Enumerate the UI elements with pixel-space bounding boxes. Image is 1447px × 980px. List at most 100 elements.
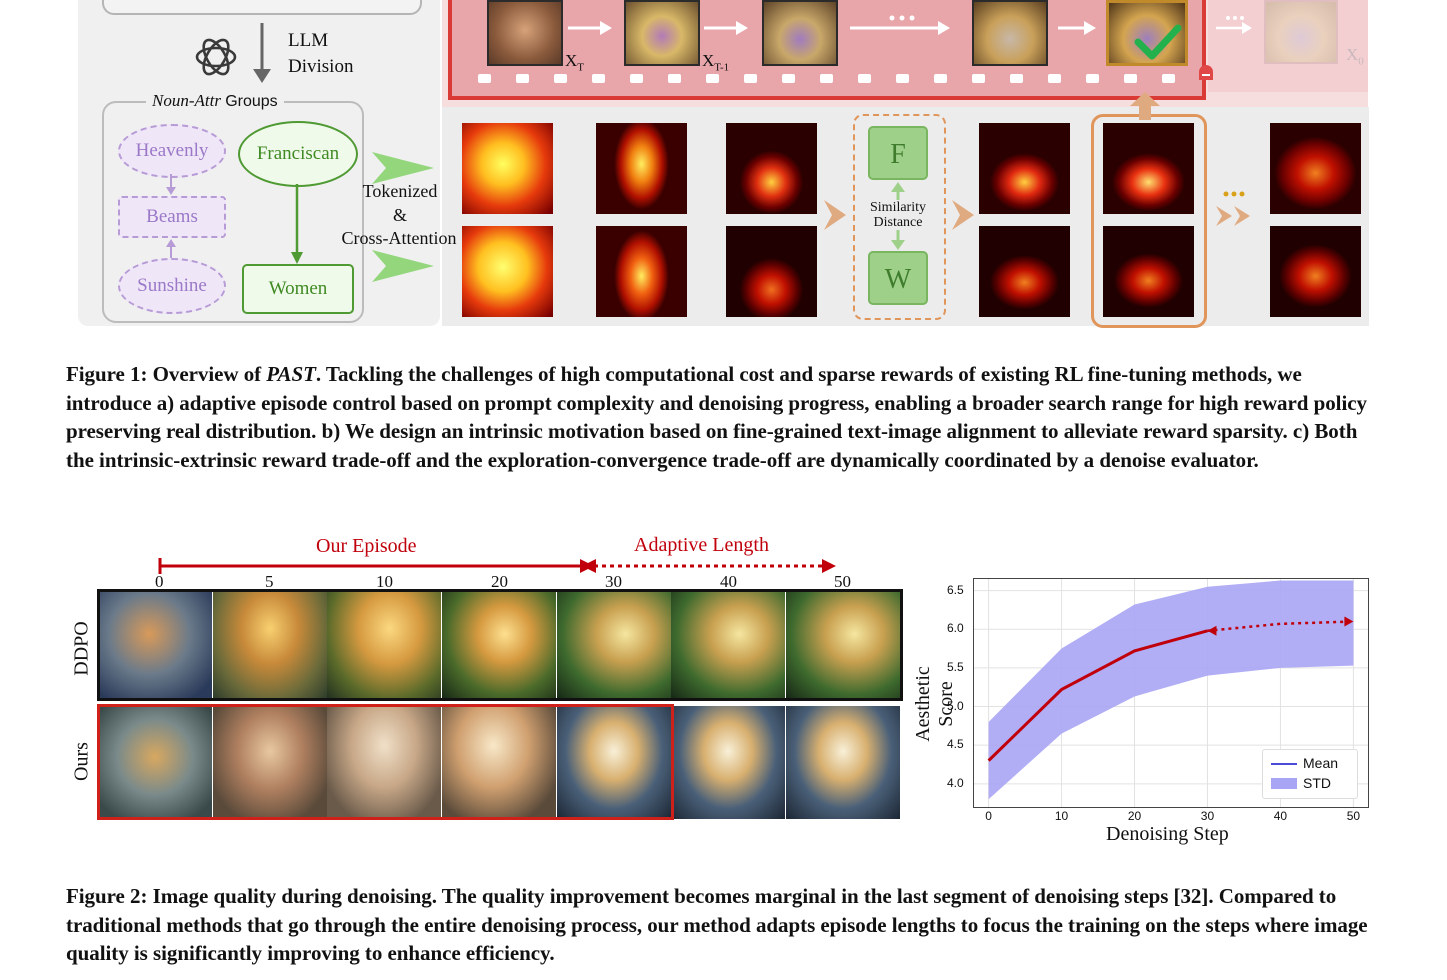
ours-step-10 — [327, 706, 441, 819]
ours-step-20 — [442, 706, 556, 819]
legend-std-label: STD — [1303, 775, 1331, 791]
heatmap-bottom-5 — [1103, 226, 1194, 317]
x-tick-label: 10 — [1054, 809, 1069, 823]
frame-4 — [972, 0, 1048, 66]
heatmap-bottom-1 — [462, 226, 553, 317]
sprocket — [1124, 74, 1137, 83]
label-x0: X0 — [1346, 45, 1364, 68]
mean-arrow-left — [1207, 625, 1217, 636]
film-arrow-ellipsis — [850, 15, 950, 35]
groups-title: Noun-Attr Groups — [146, 91, 284, 111]
llm-label: LLM — [288, 30, 329, 51]
frame-xt — [487, 0, 563, 66]
legend-std-swatch — [1271, 778, 1297, 789]
row-label-ddpo: DDPO — [70, 621, 93, 676]
sprocket — [782, 74, 795, 83]
node-beams: Beams — [118, 196, 226, 238]
sprocket — [1086, 74, 1099, 83]
noun-arrow — [291, 184, 303, 264]
sprocket — [554, 74, 567, 83]
step-tick: 50 — [834, 572, 851, 591]
frame-3 — [762, 0, 838, 66]
chart-legend: Mean STD — [1262, 749, 1358, 799]
film-arrow-faded — [1216, 16, 1252, 34]
openai-logo-icon — [195, 38, 237, 76]
ddpo-step-20 — [442, 590, 556, 700]
sprocket — [896, 74, 909, 83]
chevron-right-icon — [824, 200, 846, 230]
std-band — [988, 580, 1354, 800]
y-tick-label: 5.5 — [947, 659, 964, 674]
cross-attention-label: Cross-Attention — [341, 228, 457, 248]
step-tick: 0 — [155, 572, 164, 591]
mean-arrow-right — [1344, 616, 1354, 627]
x-axis-label: Denoising Step — [1106, 823, 1229, 845]
heatmap-top-1 — [462, 123, 553, 214]
ddpo-step-0 — [98, 590, 212, 700]
ddpo-step-30 — [557, 590, 671, 700]
frame-x0-faded — [1264, 0, 1338, 64]
node-franciscan: Franciscan — [238, 121, 358, 187]
x-tick-label: 50 — [1346, 809, 1361, 823]
y-tick-label: 4.5 — [947, 737, 964, 752]
prompt-box-edge — [102, 0, 422, 15]
sprocket — [1010, 74, 1023, 83]
step-tick: 5 — [265, 572, 274, 591]
image-f-icon: F — [868, 126, 928, 180]
x-tick-label: 40 — [1273, 809, 1288, 823]
chart-area — [974, 579, 1368, 807]
sprocket — [516, 74, 529, 83]
up-arrow — [1130, 92, 1160, 120]
green-arrow-bottom — [372, 250, 434, 282]
sprocket — [972, 74, 985, 83]
step-tick: 40 — [720, 572, 737, 591]
mean-line-dashed — [1207, 620, 1354, 633]
sprocket — [478, 74, 491, 83]
node-heavenly: Heavenly — [118, 124, 226, 178]
heatmap-bottom-3 — [726, 226, 817, 317]
division-arrow — [253, 23, 271, 83]
heatmap-top-3 — [726, 123, 817, 214]
ddpo-row — [98, 590, 900, 700]
stop-marker-icon — [1199, 65, 1213, 80]
ours-step-40 — [671, 706, 785, 819]
heatmap-top-5 — [1103, 123, 1194, 214]
heatmap-top-4 — [979, 123, 1070, 214]
green-arrow-top — [372, 152, 434, 184]
sprocket — [668, 74, 681, 83]
ddpo-step-40 — [671, 590, 785, 700]
sprocket — [630, 74, 643, 83]
adaptive-length-label: Adaptive Length — [634, 534, 769, 556]
ours-row — [98, 706, 900, 819]
sprocket — [592, 74, 605, 83]
denoise-film-strip — [448, 0, 1206, 100]
label-xt: XT — [565, 51, 585, 74]
y-tick-label: 5.0 — [947, 698, 964, 713]
similarity-label: Similarity Distance — [858, 200, 938, 230]
x-tick-label: 30 — [1200, 809, 1215, 823]
film-arrow — [568, 21, 612, 35]
ddpo-step-50 — [786, 590, 900, 700]
figure-2-caption: Figure 2: Image quality during denoising… — [66, 884, 1368, 965]
x-tick-label: 20 — [1127, 809, 1142, 823]
sprocket — [934, 74, 947, 83]
heatmap-bottom-4 — [979, 226, 1070, 317]
ddpo-frame — [97, 589, 903, 701]
film-arrow — [1058, 21, 1096, 35]
node-sunshine: Sunshine — [118, 258, 226, 314]
aesthetic-score-plot: Mean STD — [973, 578, 1369, 808]
similarity-box — [853, 114, 946, 320]
figure-1: LLM Division Noun-Attr Groups Heavenly B… — [0, 0, 1447, 335]
episode-range-arrow — [158, 558, 836, 574]
x-tick-label: 0 — [985, 809, 992, 823]
sprocket — [858, 74, 871, 83]
figure-1-caption: Figure 1: Overview of PAST. Tackling the… — [66, 362, 1367, 472]
sprocket — [744, 74, 757, 83]
ours-step-30 — [557, 706, 671, 819]
chevron-right-icon — [952, 200, 974, 230]
mean-line-solid — [987, 629, 1208, 762]
y-tick-label: 4.0 — [947, 775, 964, 790]
tokenized-label: Tokenized — [362, 181, 438, 201]
legend-mean-label: Mean — [1303, 755, 1339, 771]
sprocket — [1162, 74, 1175, 83]
